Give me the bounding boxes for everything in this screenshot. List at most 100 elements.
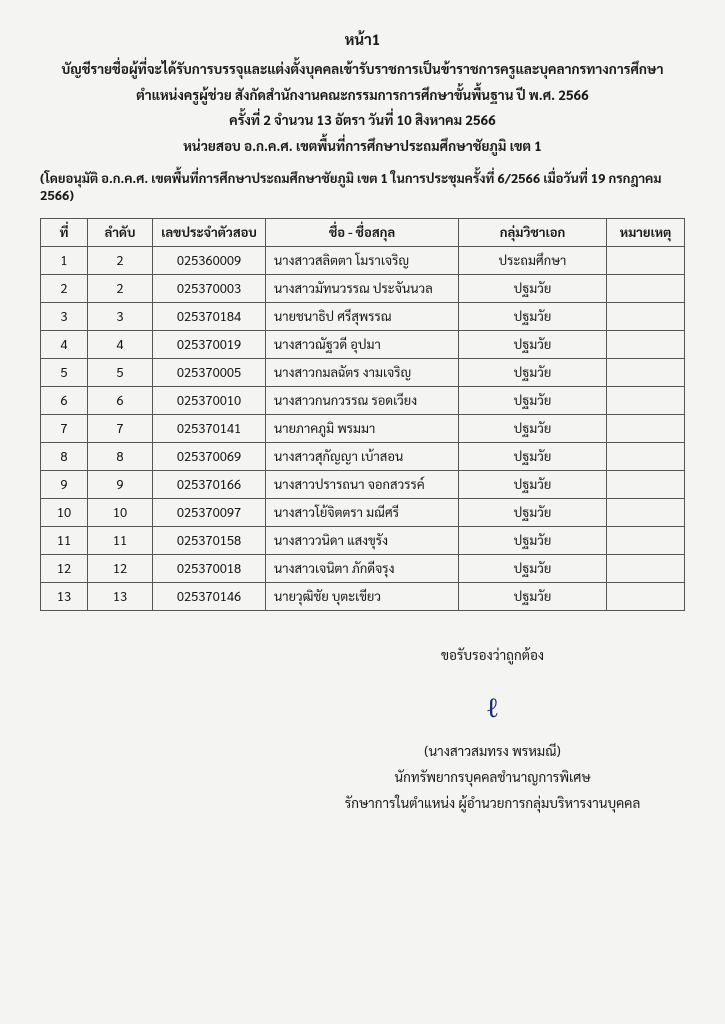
cell-name: นางสาวณัฐวดี อุปมา [266,330,459,358]
cell-name: นางสาวปรารถนา จอกสวรรค์ [266,470,459,498]
cell-subject: ปฐมวัย [459,302,607,330]
col-id: เลขประจำตัวสอบ [153,218,266,246]
col-note: หมายเหตุ [607,218,685,246]
cell-note [607,442,685,470]
certify-title: นักทรัพยากรบุคคลชำนาญการพิเศษ [300,765,685,791]
table-row: 1111025370158นางสาววนิดา แสงขุรังปฐมวัย [41,526,685,554]
cell-id: 025370097 [153,498,266,526]
col-subject: กลุ่มวิชาเอก [459,218,607,246]
table-row: 1212025370018นางสาวเจนิตา ภักดีจรุงปฐมวั… [41,554,685,582]
approval-line: (โดยอนุมัติ อ.ก.ค.ศ. เขตพื้นที่การศึกษาป… [40,170,685,204]
header-line-1: บัญชีรายชื่อผู้ที่จะได้รับการบรรจุและแต่… [40,57,685,83]
cell-no: 3 [41,302,88,330]
cell-id: 025360009 [153,246,266,274]
cell-id: 025370069 [153,442,266,470]
cell-id: 025370005 [153,358,266,386]
cell-no: 6 [41,386,88,414]
cell-no: 13 [41,582,88,610]
certify-acting: รักษาการในตำแหน่ง ผู้อำนวยการกลุ่มบริหาร… [300,791,685,817]
table-row: 1313025370146นายวุฒิชัย บุตะเขียวปฐมวัย [41,582,685,610]
cell-note [607,582,685,610]
cell-note [607,330,685,358]
cell-rank: 8 [88,442,153,470]
cell-name: นางสาวมัทนวรรณ ประจันนวล [266,274,459,302]
cell-note [607,554,685,582]
table-row: 55025370005นางสาวกมลฉัตร งามเจริญปฐมวัย [41,358,685,386]
cell-rank: 4 [88,330,153,358]
cell-rank: 5 [88,358,153,386]
cell-id: 025370141 [153,414,266,442]
col-no: ที่ [41,218,88,246]
cell-note [607,302,685,330]
cell-note [607,498,685,526]
cell-note [607,358,685,386]
col-name: ชื่อ - ชื่อสกุล [266,218,459,246]
cell-id: 025370146 [153,582,266,610]
col-rank: ลำดับ [88,218,153,246]
cell-name: นายวุฒิชัย บุตะเขียว [266,582,459,610]
table-row: 66025370010นางสาวกนกวรรณ รอดเวียงปฐมวัย [41,386,685,414]
table-row: 12025360009นางสาวสลิตตา โมราเจริญประถมศึ… [41,246,685,274]
cell-rank: 10 [88,498,153,526]
cell-no: 9 [41,470,88,498]
cell-rank: 2 [88,274,153,302]
cell-subject: ปฐมวัย [459,554,607,582]
cell-name: นางสาวเจนิตา ภักดีจรุง [266,554,459,582]
cell-name: นางสาวกนกวรรณ รอดเวียง [266,386,459,414]
cell-no: 7 [41,414,88,442]
cell-name: นางสาวสลิตตา โมราเจริญ [266,246,459,274]
table-row: 1010025370097นางสาวโย้จิตตรา มณีศรีปฐมวั… [41,498,685,526]
cell-note [607,274,685,302]
cell-id: 025370019 [153,330,266,358]
cell-note [607,246,685,274]
cell-no: 1 [41,246,88,274]
header-line-2: ตำแหน่งครูผู้ช่วย สังกัดสำนักงานคณะกรรมก… [40,83,685,109]
cell-rank: 6 [88,386,153,414]
cell-name: นางสาวโย้จิตตรา มณีศรี [266,498,459,526]
cell-no: 5 [41,358,88,386]
cell-subject: ปฐมวัย [459,498,607,526]
cell-id: 025370166 [153,470,266,498]
table-row: 77025370141นายภาคภูมิ พรมมาปฐมวัย [41,414,685,442]
cell-note [607,386,685,414]
cell-no: 4 [41,330,88,358]
cell-note [607,526,685,554]
cell-no: 8 [41,442,88,470]
table-row: 99025370166นางสาวปรารถนา จอกสวรรค์ปฐมวัย [41,470,685,498]
cell-note [607,414,685,442]
table-row: 22025370003นางสาวมัทนวรรณ ประจันนวลปฐมวั… [41,274,685,302]
cell-name: นางสาวกมลฉัตร งามเจริญ [266,358,459,386]
cell-no: 11 [41,526,88,554]
cell-subject: ปฐมวัย [459,274,607,302]
cell-name: นางสาววนิดา แสงขุรัง [266,526,459,554]
cell-no: 12 [41,554,88,582]
table-row: 44025370019นางสาวณัฐวดี อุปมาปฐมวัย [41,330,685,358]
cell-rank: 3 [88,302,153,330]
cell-subject: ปฐมวัย [459,414,607,442]
cell-subject: ปฐมวัย [459,470,607,498]
cell-rank: 12 [88,554,153,582]
cell-rank: 9 [88,470,153,498]
certify-name: (นางสาวสมทรง พรหมณี) [300,739,685,765]
header-line-4: หน่วยสอบ อ.ก.ค.ศ. เขตพื้นที่การศึกษาประถ… [40,134,685,160]
table-header-row: ที่ ลำดับ เลขประจำตัวสอบ ชื่อ - ชื่อสกุล… [41,218,685,246]
cell-rank: 13 [88,582,153,610]
cell-note [607,470,685,498]
cell-id: 025370003 [153,274,266,302]
cell-rank: 11 [88,526,153,554]
cell-subject: ปฐมวัย [459,442,607,470]
cell-name: นางสาวสุกัญญา เบ้าสอน [266,442,459,470]
cell-no: 2 [41,274,88,302]
cell-id: 025370010 [153,386,266,414]
header-line-3: ครั้งที่ 2 จำนวน 13 อัตรา วันที่ 10 สิงห… [40,108,685,134]
table-row: 33025370184นายชนาธิป ศรีสุพรรณปฐมวัย [41,302,685,330]
table-row: 88025370069นางสาวสุกัญญา เบ้าสอนปฐมวัย [41,442,685,470]
cell-name: นายภาคภูมิ พรมมา [266,414,459,442]
certification-block: ขอรับรองว่าถูกต้อง ℓ (นางสาวสมทรง พรหมณี… [300,643,685,817]
cell-subject: ปฐมวัย [459,582,607,610]
cell-subject: ปฐมวัย [459,330,607,358]
cell-subject: ปฐมวัย [459,526,607,554]
document-header: บัญชีรายชื่อผู้ที่จะได้รับการบรรจุและแต่… [40,57,685,160]
cell-id: 025370184 [153,302,266,330]
cell-rank: 2 [88,246,153,274]
